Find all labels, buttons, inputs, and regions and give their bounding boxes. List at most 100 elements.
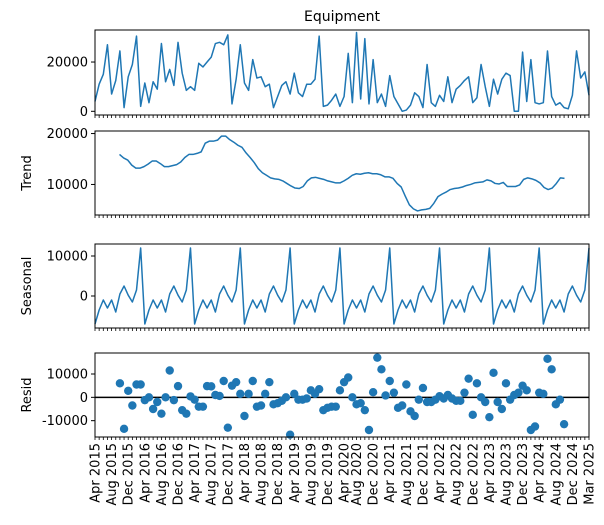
x-tick-label: Dec 2020 [367,443,382,505]
resid-point [497,404,507,414]
resid-point [397,401,407,410]
resid-point [485,412,494,422]
resid-point [165,366,174,375]
resid-point [115,379,125,388]
resid-point [402,380,411,389]
x-tick-label: Mar 2025 [583,443,598,505]
x-tick-label: Dec 2017 [221,443,236,505]
resid-point [456,396,465,406]
x-tick-label: Apr 2024 [533,443,548,503]
axes-frame [94,243,590,329]
x-tick-label: Apr 2015 [89,443,104,503]
resid-point [460,388,469,397]
y-tick-label: 0 [80,105,88,120]
resid-point [285,430,295,439]
x-tick-label: Apr 2019 [288,443,303,503]
resid-point [256,401,266,410]
resid-point [281,393,291,402]
y-axis-label: Trend [20,155,35,192]
resid-point [261,389,270,399]
x-tick-label: Dec 2022 [466,443,481,505]
x-tick-label: Aug 2018 [255,443,270,506]
x-tick-label: Aug 2020 [350,443,365,506]
resid-point [481,397,490,407]
resid-point [539,389,548,399]
resid-point [207,382,216,391]
y-tick-label: -10000 [42,414,88,429]
resid-point [360,405,370,415]
resid-point [248,376,257,386]
resid-point [501,379,511,388]
resid-point [514,388,523,397]
x-tick-label: Dec 2018 [271,443,286,505]
resid-point [530,422,540,431]
resid-point [493,397,502,407]
resid-point [244,389,253,399]
x-tick-label: Apr 2018 [238,443,253,503]
resid-point [161,393,170,402]
resid-point [173,381,183,391]
resid-point [157,409,166,418]
y-tick-label: 10000 [47,178,88,193]
y-tick-label: 10000 [47,368,88,383]
y-tick-label: 20000 [47,127,88,142]
y-axis-label: Resid [20,377,35,412]
x-tick-label: Aug 2024 [549,443,564,506]
resid-point [331,402,340,411]
x-tick-label: Aug 2023 [499,443,514,506]
resid-point [368,388,378,397]
resid-point [381,391,390,400]
x-tick-label: Dec 2021 [416,443,431,505]
panel-seasonal: 0 10000 Seasonal [20,243,590,331]
x-tick-label: Dec 2016 [172,443,187,505]
x-tick-label: Apr 2017 [188,443,203,503]
resid-point [410,411,419,421]
resid-point [364,425,374,435]
resid-point [169,395,179,405]
resid-point [219,376,228,386]
y-axis-label: Seasonal [20,257,35,316]
resid-point [119,424,129,434]
resid-point [265,377,274,387]
resid-point [389,388,399,397]
resid-point [182,409,191,418]
x-tick-label: Aug 2022 [450,443,465,506]
resid-point [555,395,565,404]
y-tick-label: 0 [80,391,88,406]
resid-point [472,379,482,388]
x-tick-label: Aug 2021 [400,443,415,506]
resid-point [414,395,423,404]
panel-trend: 10000 20000 Trend [20,127,590,218]
y-tick-label: 10000 [47,250,88,265]
x-tick-label: Aug 2016 [155,443,170,506]
resid-point [314,384,324,394]
resid-point [128,401,137,410]
resid-point [377,365,386,374]
resid-point [144,393,154,402]
resid-point [153,397,162,407]
x-tick-label: Aug 2017 [205,443,220,506]
x-tick-label: Dec 2024 [566,443,581,505]
axes-frame [94,130,590,216]
x-tick-label: Apr 2021 [383,443,398,503]
resid-point [373,353,382,362]
resid-point [348,393,357,402]
x-tick-label: Apr 2020 [338,443,353,503]
x-tick-label: Dec 2019 [321,443,336,505]
resid-point [356,398,365,408]
resid-point [547,365,556,374]
resid-point [136,380,145,389]
resid-point [236,389,245,399]
series-line-trend [119,135,565,212]
x-tick-label: Aug 2015 [105,443,120,506]
resid-point [302,394,311,403]
axes-frame [94,352,590,438]
resid-point [223,423,233,432]
resid-point [418,383,428,393]
axes-frame [94,29,590,116]
panel-resid: -10000 0 10000 Resid Apr 2015 Aug 2015 Dec 201… [20,352,598,506]
resid-point [468,410,477,420]
x-tick-label: Apr 2023 [483,443,498,503]
resid-point [198,402,208,411]
x-tick-label: Apr 2016 [138,443,153,503]
